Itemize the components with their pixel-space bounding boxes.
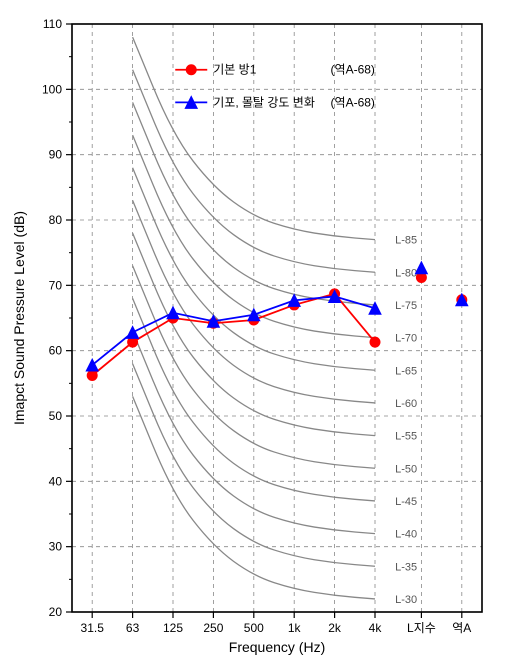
xtick-label: 2k — [328, 621, 342, 635]
ytick-label: 60 — [49, 344, 63, 358]
legend-suffix: (역A-68) — [331, 63, 375, 77]
marker-circle — [186, 65, 196, 75]
ytick-label: 110 — [43, 17, 62, 31]
y-axis-label: Imapct Sound Pressure Level (dB) — [11, 211, 27, 425]
chart-container: 20 30 40 50 60 70 80 90 100 110 31.5 63 125 250 500 1k 2… — [0, 0, 513, 659]
ref-curve-label: L-85 — [395, 235, 417, 247]
ytick-label: 80 — [49, 213, 63, 227]
impact-sound-chart: 20 30 40 50 60 70 80 90 100 110 31.5 63 125 250 500 1k 2… — [0, 0, 513, 659]
xtick-label: 4k — [369, 621, 383, 635]
xtick-label: L지수 — [407, 621, 436, 635]
xtick-label: 125 — [163, 621, 183, 635]
ref-curve-label: L-40 — [395, 529, 417, 541]
legend-label: 기포, 몰탈 강도 변화 — [213, 95, 315, 109]
xtick-label: 250 — [203, 621, 223, 635]
ref-curve-label: L-35 — [395, 561, 417, 573]
ref-curve-label: L-75 — [395, 300, 417, 312]
marker-circle — [87, 370, 97, 380]
ytick-label: 40 — [49, 474, 63, 488]
xtick-label: 1k — [288, 621, 302, 635]
ytick-label: 20 — [49, 605, 63, 619]
xtick-label: 63 — [126, 621, 140, 635]
marker-circle — [370, 337, 380, 347]
ytick-label: 30 — [49, 540, 63, 554]
ref-curve-label: L-65 — [395, 365, 417, 377]
ref-curve-label: L-80 — [395, 267, 417, 279]
legend-label: 기본 방1 — [213, 63, 256, 77]
ref-curve-label: L-50 — [395, 463, 417, 475]
ref-curve-label: L-45 — [395, 496, 417, 508]
ref-curve-label: L-55 — [395, 431, 417, 443]
ytick-label: 50 — [49, 409, 63, 423]
legend-suffix: (역A-68) — [331, 95, 375, 109]
ref-curve-label: L-30 — [395, 594, 417, 606]
xtick-label: 31.5 — [81, 621, 105, 635]
x-axis-label: Frequency (Hz) — [229, 639, 325, 655]
xtick-label: 500 — [244, 621, 264, 635]
xtick-label: 역A — [452, 621, 471, 635]
ytick-label: 90 — [49, 148, 63, 162]
ref-curve-label: L-60 — [395, 398, 417, 410]
ref-curve-label: L-70 — [395, 333, 417, 345]
ytick-label: 100 — [42, 82, 62, 96]
ytick-label: 70 — [49, 278, 63, 292]
